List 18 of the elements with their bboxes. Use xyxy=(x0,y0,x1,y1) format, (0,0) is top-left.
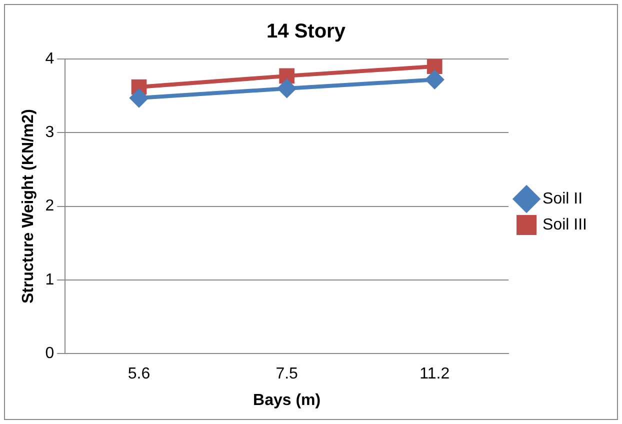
y-tick-label: 3 xyxy=(45,124,54,142)
point xyxy=(426,59,442,74)
x-tick-label: 7.5 xyxy=(276,366,298,383)
point xyxy=(426,70,444,89)
chart-title: 14 Story xyxy=(266,20,346,43)
point xyxy=(130,89,148,108)
y-tick-label: 1 xyxy=(45,271,54,288)
x-axis-title: Bays (m) xyxy=(253,392,321,409)
legend-label: Soil II xyxy=(542,190,583,208)
y-axis-title: Structure Weight (KN/m2) xyxy=(20,109,38,304)
y-tick-label: 4 xyxy=(45,50,54,68)
point xyxy=(279,68,294,84)
point xyxy=(278,79,296,98)
x-tick-label: 5.6 xyxy=(128,366,150,383)
y-tick-label: 0 xyxy=(45,345,54,362)
x-tick-label: 11.2 xyxy=(420,366,450,383)
legend-label: Soil III xyxy=(542,216,588,234)
y-tick-label: 2 xyxy=(45,198,54,215)
